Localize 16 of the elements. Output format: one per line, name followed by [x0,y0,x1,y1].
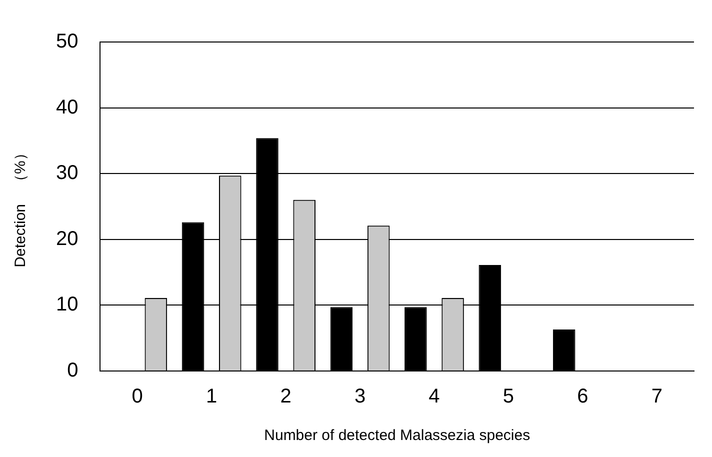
y-tick-label: 0 [67,360,78,382]
y-tick-label: 30 [56,162,78,184]
x-tick-label: 1 [206,386,218,408]
y-tick-label: 50 [56,30,78,53]
y-tick-label: 40 [56,96,78,118]
x-tick-label: 0 [132,386,143,408]
x-tick-label: 3 [354,386,366,408]
x-tick-label: 6 [577,386,588,408]
x-axis-title: Number of detected Malassezia species [264,427,530,444]
x-tick-label: 2 [280,386,292,408]
y-tick-label: 10 [56,294,78,316]
y-axis-title: Detection （%） [12,146,30,268]
x-tick-label: 7 [651,386,662,408]
y-tick-label: 20 [56,228,78,250]
x-tick-label: 5 [502,386,514,408]
x-tick-label: 4 [428,386,440,408]
